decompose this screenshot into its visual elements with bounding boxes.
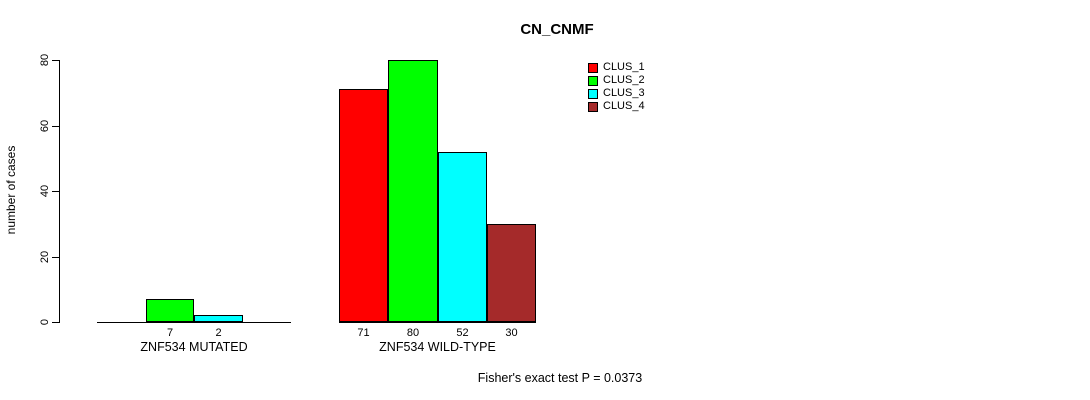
bar	[339, 89, 388, 322]
legend-swatch	[588, 101, 598, 112]
bar	[146, 299, 194, 322]
legend-item: CLUS_2	[588, 75, 645, 86]
bar-value-label: 30	[505, 327, 518, 339]
legend-swatch	[588, 75, 598, 86]
legend-label: CLUS_1	[603, 61, 645, 73]
legend-swatch	[588, 88, 598, 99]
bar	[487, 224, 536, 322]
bar	[194, 315, 243, 322]
x-category-label: ZNF534 MUTATED	[140, 340, 248, 354]
legend-label: CLUS_3	[603, 87, 645, 99]
bar	[438, 152, 487, 322]
legend-item: CLUS_1	[588, 62, 645, 73]
y-tick	[52, 126, 59, 127]
y-tick-label: 60	[39, 119, 51, 133]
y-tick	[52, 322, 59, 323]
y-tick	[52, 257, 59, 258]
y-tick-label: 20	[39, 250, 51, 264]
legend-item: CLUS_3	[588, 88, 645, 99]
bar-value-label: 2	[215, 327, 222, 339]
bar-value-label: 80	[406, 327, 420, 339]
bar-value-label: 7	[166, 327, 174, 339]
chart-title: CN_CNMF	[520, 21, 594, 38]
legend-label: CLUS_4	[603, 100, 645, 112]
statistical-test-annotation: Fisher's exact test P = 0.0373	[477, 371, 643, 385]
y-tick-label: 80	[39, 53, 51, 67]
y-tick-label: 40	[39, 184, 51, 198]
y-axis-line	[59, 60, 60, 323]
legend-swatch	[588, 62, 598, 73]
y-tick-label: 0	[39, 318, 51, 326]
group-baseline	[97, 322, 291, 323]
group-baseline	[339, 322, 536, 323]
legend-label: CLUS_2	[603, 74, 645, 86]
y-tick	[52, 191, 59, 192]
y-tick	[52, 60, 59, 61]
legend-item: CLUS_4	[588, 101, 645, 112]
bar-value-label: 71	[357, 327, 370, 339]
bar	[388, 60, 438, 322]
x-category-label: ZNF534 WILD-TYPE	[379, 340, 496, 354]
bar-value-label: 52	[456, 327, 469, 339]
